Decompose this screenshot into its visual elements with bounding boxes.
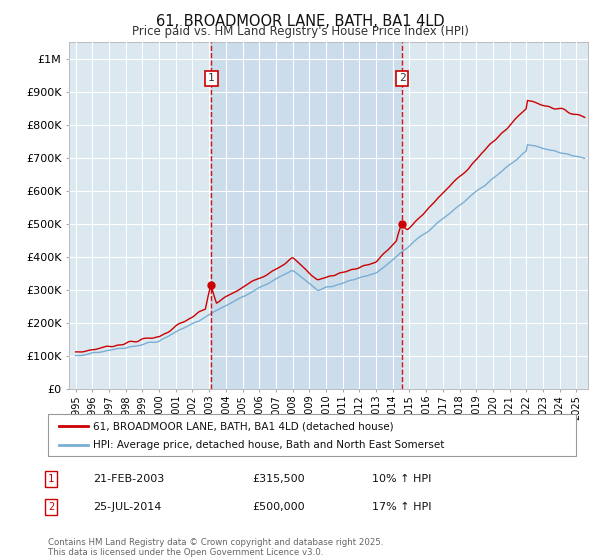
Text: HPI: Average price, detached house, Bath and North East Somerset: HPI: Average price, detached house, Bath…: [93, 440, 444, 450]
Bar: [211, 42, 402, 389]
FancyBboxPatch shape: [48, 414, 576, 456]
Text: 61, BROADMOOR LANE, BATH, BA1 4LD: 61, BROADMOOR LANE, BATH, BA1 4LD: [155, 14, 445, 29]
Text: 25-JUL-2014: 25-JUL-2014: [93, 502, 161, 512]
Text: 21-FEB-2003: 21-FEB-2003: [93, 474, 164, 484]
Text: 1: 1: [208, 73, 215, 83]
Text: 2: 2: [48, 502, 54, 512]
Text: 61, BROADMOOR LANE, BATH, BA1 4LD (detached house): 61, BROADMOOR LANE, BATH, BA1 4LD (detac…: [93, 421, 394, 431]
Text: Price paid vs. HM Land Registry's House Price Index (HPI): Price paid vs. HM Land Registry's House …: [131, 25, 469, 38]
Text: £315,500: £315,500: [252, 474, 305, 484]
Text: 1: 1: [48, 474, 54, 484]
Text: 10% ↑ HPI: 10% ↑ HPI: [372, 474, 431, 484]
Text: 2: 2: [399, 73, 406, 83]
Text: £500,000: £500,000: [252, 502, 305, 512]
Text: Contains HM Land Registry data © Crown copyright and database right 2025.
This d: Contains HM Land Registry data © Crown c…: [48, 538, 383, 557]
Text: 17% ↑ HPI: 17% ↑ HPI: [372, 502, 431, 512]
